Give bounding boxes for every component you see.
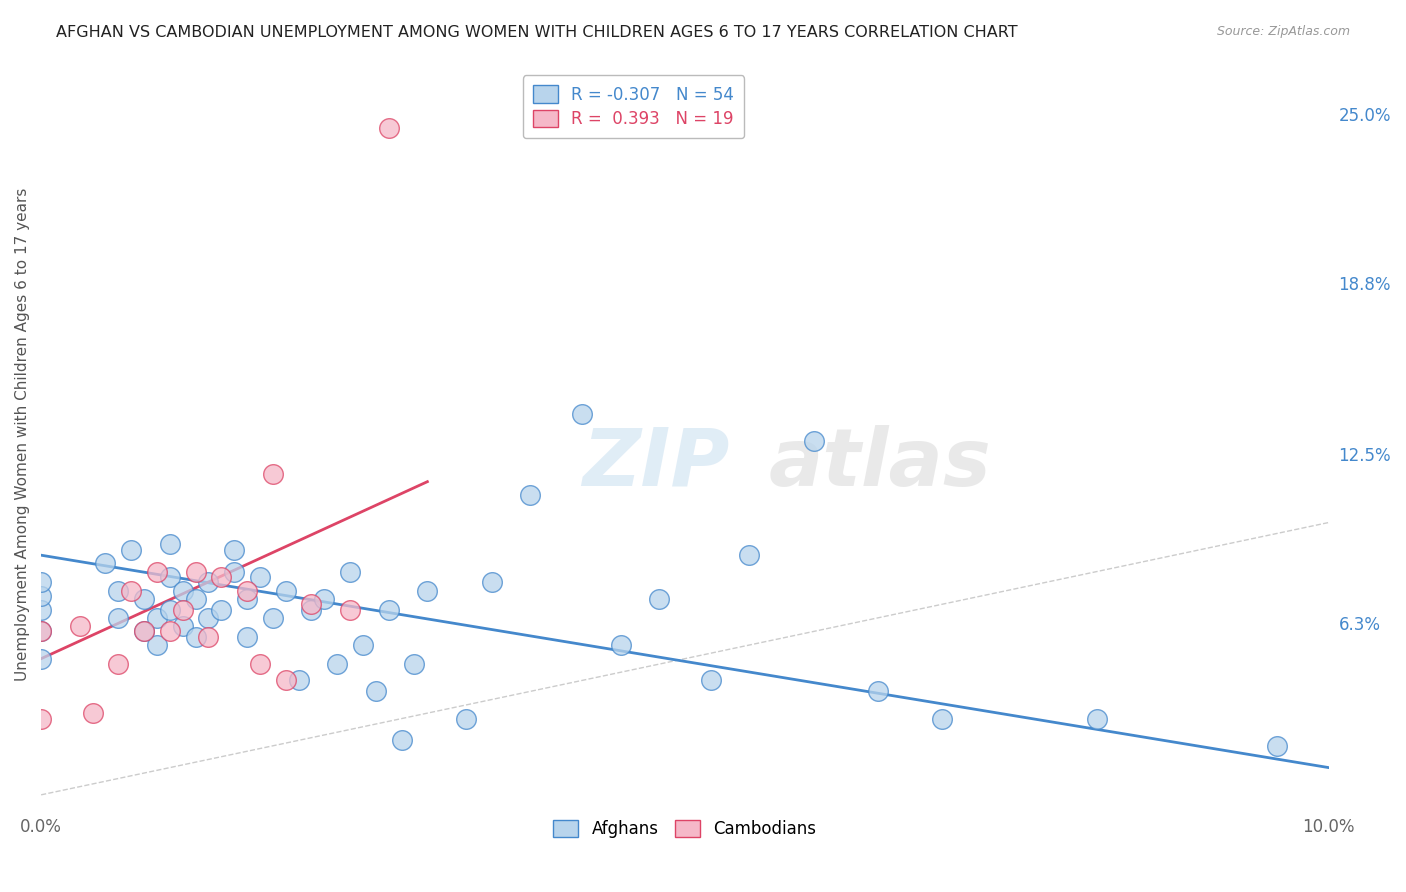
Point (236, 591, 259, 606)
Point (30, 624, 52, 639)
Point (249, 657, 271, 672)
Point (94, 557, 117, 571)
Point (738, 548, 761, 562)
Point (224, 565, 246, 579)
Point (648, 591, 671, 606)
Point (1085, 712, 1108, 726)
Point (377, 602, 399, 616)
Point (236, 630, 259, 644)
Point (146, 611, 169, 625)
Point (314, 591, 336, 606)
Point (287, 673, 309, 688)
Point (30, 602, 52, 616)
Point (159, 624, 181, 639)
Point (107, 611, 129, 625)
Point (172, 583, 194, 598)
Point (107, 657, 129, 672)
Point (1265, 739, 1288, 753)
Point (184, 565, 207, 579)
Point (30, 589, 52, 603)
Point (120, 542, 142, 557)
Point (159, 602, 181, 616)
Point (404, 657, 426, 672)
Point (30, 651, 52, 665)
Point (931, 712, 953, 726)
Point (262, 467, 284, 481)
Text: ZIP: ZIP (582, 425, 730, 503)
Point (339, 602, 361, 616)
Y-axis label: Unemployment Among Women with Children Ages 6 to 17 years: Unemployment Among Women with Children A… (15, 187, 30, 681)
Point (249, 570, 271, 584)
Point (301, 597, 323, 611)
Point (481, 575, 503, 590)
Point (339, 565, 361, 579)
Point (132, 624, 155, 639)
Point (519, 488, 541, 502)
Point (82, 706, 104, 720)
Point (159, 537, 181, 551)
Point (209, 570, 232, 584)
Point (146, 565, 169, 579)
Point (120, 583, 142, 598)
Point (236, 583, 259, 598)
Point (132, 624, 155, 639)
Point (262, 611, 284, 625)
Point (609, 638, 631, 652)
Point (197, 630, 219, 644)
Point (301, 602, 323, 616)
Point (416, 583, 439, 598)
Point (571, 407, 593, 421)
Point (184, 630, 207, 644)
Point (274, 583, 297, 598)
Point (159, 570, 181, 584)
Point (132, 591, 155, 606)
Point (172, 602, 194, 616)
Point (391, 733, 413, 747)
Point (107, 583, 129, 598)
Point (274, 673, 297, 688)
Point (454, 712, 477, 726)
Point (364, 684, 387, 698)
Text: Source: ZipAtlas.com: Source: ZipAtlas.com (1216, 25, 1350, 38)
Point (30, 575, 52, 590)
Point (326, 657, 349, 672)
Point (30, 624, 52, 639)
Legend: Afghans, Cambodians: Afghans, Cambodians (547, 814, 824, 845)
Text: AFGHAN VS CAMBODIAN UNEMPLOYMENT AMONG WOMEN WITH CHILDREN AGES 6 TO 17 YEARS CO: AFGHAN VS CAMBODIAN UNEMPLOYMENT AMONG W… (56, 25, 1018, 40)
Text: atlas: atlas (769, 425, 991, 503)
Point (30, 712, 52, 726)
Point (146, 638, 169, 652)
Point (866, 684, 889, 698)
Point (172, 619, 194, 633)
Point (803, 434, 825, 448)
Point (224, 542, 246, 557)
Point (352, 638, 374, 652)
Point (377, 120, 399, 135)
Point (69, 619, 91, 633)
Point (184, 591, 207, 606)
Point (197, 611, 219, 625)
Point (197, 575, 219, 590)
Point (209, 602, 232, 616)
Point (699, 673, 721, 688)
